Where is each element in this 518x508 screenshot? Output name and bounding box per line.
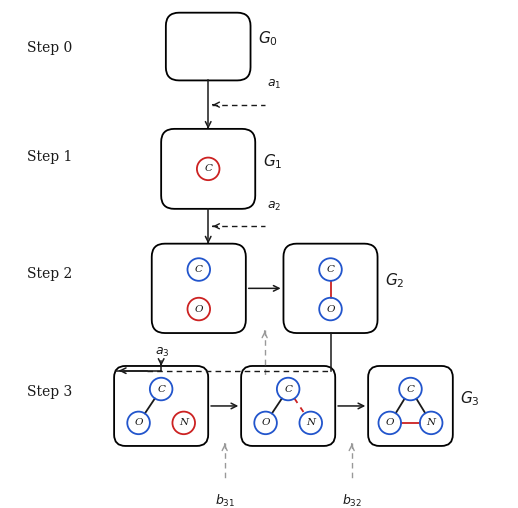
Text: $G_1$: $G_1$	[263, 152, 282, 171]
Text: C: C	[204, 165, 212, 173]
FancyBboxPatch shape	[152, 244, 246, 333]
Text: C: C	[326, 265, 335, 274]
Text: N: N	[179, 419, 189, 427]
Text: C: C	[284, 385, 292, 394]
Text: Step 0: Step 0	[26, 42, 72, 55]
Text: $b_{31}$: $b_{31}$	[214, 493, 235, 508]
Circle shape	[191, 262, 207, 278]
FancyBboxPatch shape	[241, 366, 335, 446]
FancyBboxPatch shape	[114, 366, 208, 446]
Circle shape	[382, 415, 398, 431]
Text: O: O	[262, 419, 270, 427]
Text: O: O	[385, 419, 394, 427]
Text: $G_0$: $G_0$	[258, 29, 278, 48]
Circle shape	[322, 301, 339, 317]
Circle shape	[280, 381, 296, 397]
Circle shape	[176, 415, 192, 431]
Circle shape	[191, 301, 207, 317]
Text: $a_2$: $a_2$	[267, 200, 282, 213]
Circle shape	[153, 381, 169, 397]
Circle shape	[322, 262, 339, 278]
Text: $G_2$: $G_2$	[385, 271, 405, 290]
FancyBboxPatch shape	[166, 13, 251, 80]
Text: N: N	[306, 419, 315, 427]
Text: Step 3: Step 3	[26, 385, 72, 399]
Text: $b_{32}$: $b_{32}$	[341, 493, 362, 508]
Text: O: O	[195, 305, 203, 313]
Text: $a_1$: $a_1$	[267, 78, 282, 91]
FancyBboxPatch shape	[161, 129, 255, 209]
Text: $a_3$: $a_3$	[154, 346, 169, 359]
Text: C: C	[195, 265, 203, 274]
Text: Step 1: Step 1	[26, 150, 72, 164]
Text: C: C	[407, 385, 414, 394]
FancyBboxPatch shape	[283, 244, 378, 333]
Text: $b_{21}$: $b_{21}$	[254, 380, 275, 396]
Circle shape	[402, 381, 419, 397]
Text: O: O	[326, 305, 335, 313]
Circle shape	[423, 415, 439, 431]
Text: Step 2: Step 2	[26, 267, 72, 281]
Circle shape	[303, 415, 319, 431]
Circle shape	[257, 415, 274, 431]
Text: N: N	[427, 419, 436, 427]
Circle shape	[131, 415, 147, 431]
Text: O: O	[134, 419, 143, 427]
Text: $G_3$: $G_3$	[461, 389, 480, 408]
Circle shape	[200, 161, 217, 177]
Text: C: C	[157, 385, 165, 394]
FancyBboxPatch shape	[368, 366, 453, 446]
